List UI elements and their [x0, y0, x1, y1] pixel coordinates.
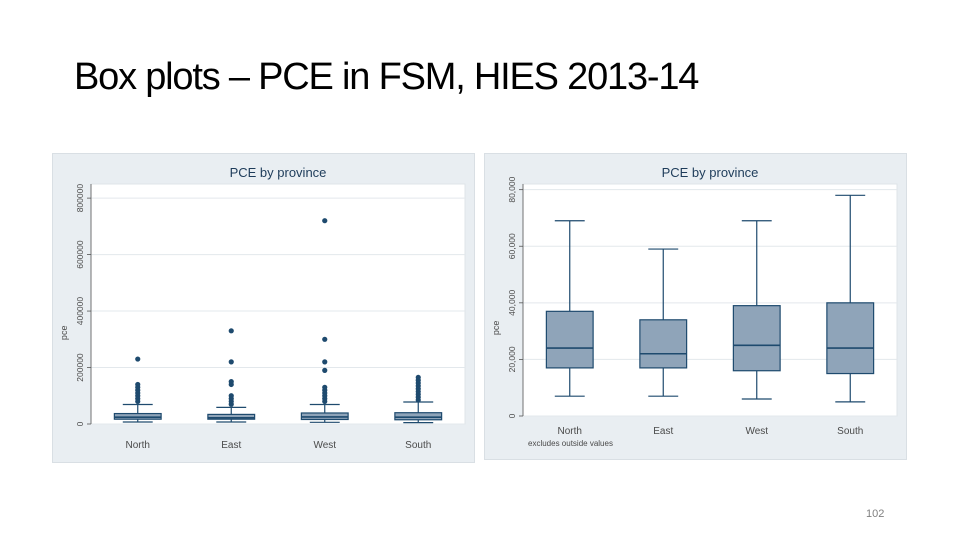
y-axis-label: pce [59, 326, 69, 341]
x-category-label: West [313, 440, 336, 451]
outlier-point [322, 384, 328, 390]
x-category-label: North [558, 426, 582, 437]
outlier-point [135, 381, 141, 388]
chart-note: excludes outside values [528, 439, 613, 448]
iqr-box [113, 412, 162, 420]
y-tick-label: 40,000 [507, 290, 517, 316]
x-category-label: South [405, 440, 431, 451]
x-category-label: East [221, 440, 241, 451]
outlier-point [415, 374, 421, 381]
outlier-point [322, 359, 328, 365]
plot-area [90, 183, 466, 425]
box-north [113, 356, 162, 423]
y-tick-label: 60,000 [507, 233, 517, 259]
boxplot-chart-with-outliers: PCE by province 0 200000 400000 600000 800000… [59, 165, 466, 451]
y-tick-label: 400000 [75, 297, 85, 326]
x-category-label: South [837, 426, 863, 437]
y-tick-label: 0 [507, 413, 517, 418]
box-north [545, 220, 594, 397]
page-number: 102 [866, 508, 885, 520]
x-category-label: West [745, 426, 768, 437]
slide-title: Box plots – PCE in FSM, HIES 2013-14 [74, 56, 699, 98]
iqr-box [732, 305, 781, 372]
chart-panel-with-outliers: PCE by province 0 200000 400000 600000 800000… [52, 153, 475, 463]
outlier-point [322, 218, 328, 224]
chart-title: PCE by province [230, 165, 327, 180]
y-tick-label: 20,000 [507, 346, 517, 372]
chart-panel-excluding-outside-values: PCE by province 0 20,000 40,000 60,000 80,000… [484, 153, 907, 460]
outlier-point [228, 359, 234, 365]
x-category-label: East [653, 426, 673, 437]
chart-title: PCE by province [662, 165, 759, 180]
outlier-point [322, 367, 328, 373]
y-tick-label: 0 [75, 421, 85, 426]
box-west [300, 218, 349, 423]
outlier-point [228, 393, 234, 399]
outlier-point [135, 356, 141, 362]
outlier-point [322, 336, 328, 342]
box-east [207, 328, 256, 423]
outlier-point [228, 328, 234, 334]
y-tick-label: 200000 [75, 353, 85, 382]
y-tick-label: 80,000 [507, 176, 517, 202]
y-axis-label: pce [491, 321, 501, 336]
box-south [826, 194, 875, 403]
iqr-box [639, 319, 688, 369]
y-tick-label: 600000 [75, 240, 85, 269]
outlier-point [228, 379, 234, 385]
box-west [732, 220, 781, 400]
box-east [639, 248, 688, 397]
x-category-label: North [126, 440, 150, 451]
boxplot-chart-excluding-outside-values: PCE by province 0 20,000 40,000 60,000 80,000… [491, 165, 898, 448]
plot-area [522, 183, 898, 417]
iqr-box [207, 413, 256, 420]
box-south [394, 374, 443, 424]
iqr-box [394, 412, 443, 421]
iqr-box [826, 302, 875, 375]
y-tick-label: 800000 [75, 184, 85, 213]
iqr-box [545, 310, 594, 369]
